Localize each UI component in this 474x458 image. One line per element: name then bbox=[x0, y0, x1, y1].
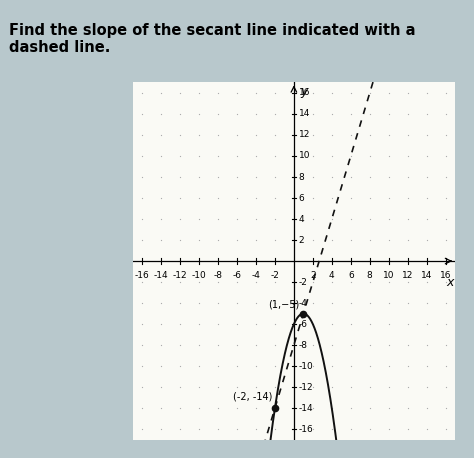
Text: 16: 16 bbox=[299, 88, 310, 98]
Text: -16: -16 bbox=[299, 425, 313, 434]
Text: 2: 2 bbox=[310, 271, 316, 279]
Text: 4: 4 bbox=[329, 271, 335, 279]
Text: -4: -4 bbox=[252, 271, 260, 279]
Text: 6: 6 bbox=[348, 271, 354, 279]
Text: -16: -16 bbox=[135, 271, 150, 279]
Text: -6: -6 bbox=[299, 320, 308, 328]
Text: 6: 6 bbox=[299, 194, 304, 202]
Text: -12: -12 bbox=[173, 271, 187, 279]
Text: x: x bbox=[447, 276, 454, 289]
Text: -2: -2 bbox=[299, 278, 308, 287]
Text: 4: 4 bbox=[299, 214, 304, 224]
Text: 12: 12 bbox=[402, 271, 413, 279]
Text: 8: 8 bbox=[367, 271, 373, 279]
Text: -10: -10 bbox=[299, 362, 313, 371]
Text: 16: 16 bbox=[440, 271, 451, 279]
Text: (-2, -14): (-2, -14) bbox=[233, 392, 272, 402]
Text: 14: 14 bbox=[299, 109, 310, 119]
Text: 2: 2 bbox=[299, 235, 304, 245]
Text: -8: -8 bbox=[299, 341, 308, 349]
Text: -12: -12 bbox=[299, 382, 313, 392]
Text: -10: -10 bbox=[191, 271, 207, 279]
Text: -8: -8 bbox=[214, 271, 222, 279]
Text: 14: 14 bbox=[421, 271, 432, 279]
Text: -6: -6 bbox=[233, 271, 241, 279]
Text: Find the slope of the secant line indicated with a dashed line.: Find the slope of the secant line indica… bbox=[9, 23, 416, 55]
Text: y: y bbox=[301, 85, 308, 98]
Text: 10: 10 bbox=[299, 152, 310, 160]
Text: 12: 12 bbox=[299, 131, 310, 140]
Text: (1,−5): (1,−5) bbox=[268, 300, 300, 310]
Text: -2: -2 bbox=[271, 271, 279, 279]
Text: -14: -14 bbox=[299, 403, 313, 413]
Text: 10: 10 bbox=[383, 271, 394, 279]
Text: 8: 8 bbox=[299, 173, 304, 181]
Text: -4: -4 bbox=[299, 299, 308, 308]
Text: -14: -14 bbox=[154, 271, 168, 279]
